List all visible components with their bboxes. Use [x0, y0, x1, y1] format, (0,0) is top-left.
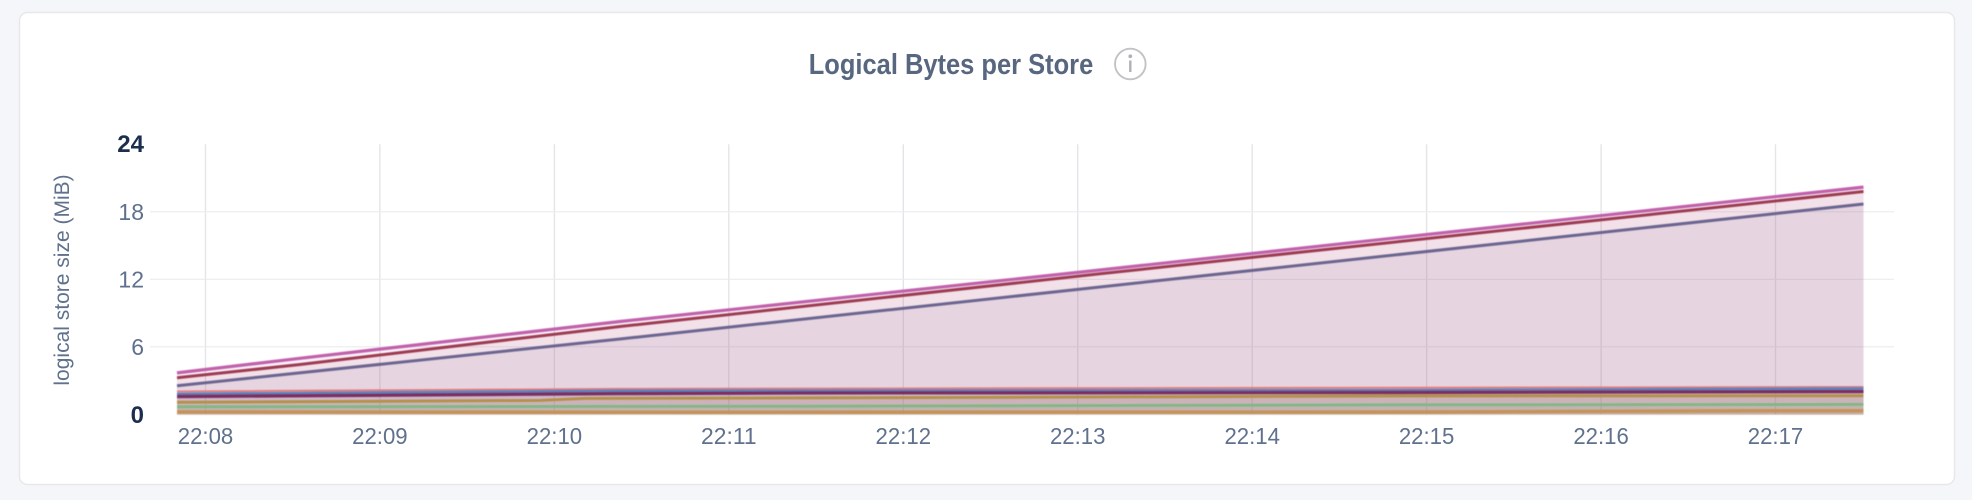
svg-text:22:12: 22:12 [876, 423, 932, 449]
svg-text:18: 18 [118, 199, 144, 225]
svg-text:22:13: 22:13 [1050, 423, 1106, 449]
svg-text:22:10: 22:10 [527, 423, 583, 449]
svg-text:22:17: 22:17 [1748, 423, 1804, 449]
svg-text:0: 0 [131, 402, 144, 429]
svg-text:22:15: 22:15 [1399, 423, 1455, 449]
svg-text:22:09: 22:09 [352, 423, 408, 449]
svg-text:22:11: 22:11 [701, 423, 757, 449]
svg-text:22:08: 22:08 [178, 423, 234, 449]
svg-text:22:14: 22:14 [1224, 423, 1280, 449]
svg-text:24: 24 [117, 131, 144, 158]
svg-text:Logical Bytes per Store: Logical Bytes per Store [809, 49, 1094, 81]
svg-text:12: 12 [118, 266, 144, 292]
svg-text:22:16: 22:16 [1573, 423, 1629, 449]
svg-text:logical store size (MiB): logical store size (MiB) [51, 174, 74, 385]
svg-text:6: 6 [131, 334, 144, 360]
